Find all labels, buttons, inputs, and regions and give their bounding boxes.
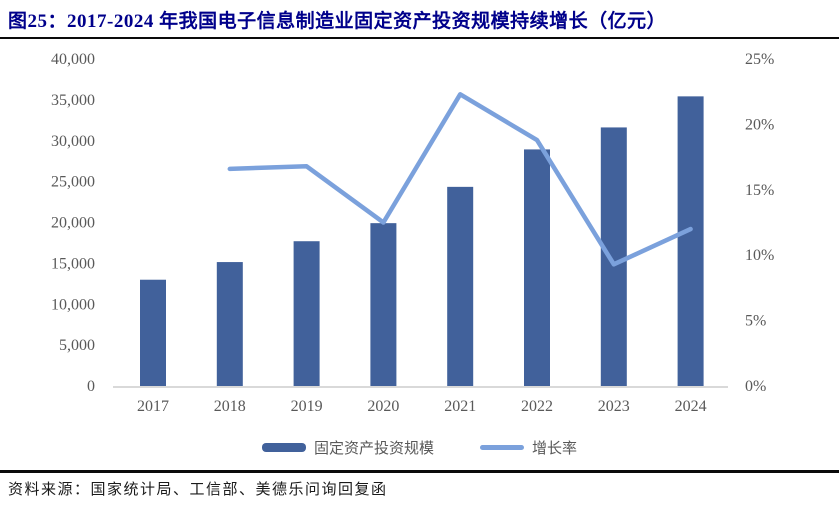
left-axis-tick-label: 35,000 <box>51 92 95 109</box>
legend-item-investment: 固定资产投资规模 <box>261 437 434 458</box>
bar-2022 <box>524 149 550 386</box>
x-axis-label-2023: 2023 <box>598 398 630 415</box>
right-axis-tick-label: 25% <box>745 51 774 68</box>
legend-item-growth: 增长率 <box>480 437 577 458</box>
left-axis-tick-label: 0 <box>87 378 95 395</box>
figure-title: 图25：2017-2024 年我国电子信息制造业固定资产投资规模持续增长（亿元） <box>8 11 667 32</box>
legend-label-investment: 固定资产投资规模 <box>313 440 434 457</box>
right-axis-tick-label: 10% <box>745 247 774 264</box>
x-axis-label-2020: 2020 <box>367 398 399 415</box>
left-axis-tick-label: 15,000 <box>51 255 95 272</box>
x-axis-label-2019: 2019 <box>291 398 323 415</box>
bar-2021 <box>447 186 474 386</box>
x-axis-label-2017: 2017 <box>137 398 169 415</box>
bar-2023 <box>600 127 627 387</box>
footer-divider <box>0 470 839 473</box>
chart-legend: 固定资产投资规模 增长率 <box>0 436 839 458</box>
x-axis-label-2024: 2024 <box>675 398 707 415</box>
left-axis-tick-label: 40,000 <box>51 51 95 68</box>
right-axis-tick-label: 15% <box>745 182 774 199</box>
line-series-swatch <box>480 444 524 450</box>
right-axis-tick-label: 20% <box>745 116 774 133</box>
title-divider <box>0 37 839 39</box>
left-axis-tick-label: 10,000 <box>51 296 95 313</box>
x-axis-label-2021: 2021 <box>444 398 476 415</box>
bar-2017 <box>140 279 166 386</box>
bar-2020 <box>370 223 397 386</box>
left-axis-tick-label: 25,000 <box>51 174 95 191</box>
bar-2018 <box>216 262 243 386</box>
bar-2024 <box>677 96 704 387</box>
right-axis-tick-label: 5% <box>745 313 766 330</box>
x-axis-label-2022: 2022 <box>521 398 553 415</box>
right-axis-tick-label: 0% <box>745 378 766 395</box>
data-source-note: 资料来源：国家统计局、工信部、美德乐问询回复函 <box>8 482 388 498</box>
left-axis-tick-label: 20,000 <box>51 215 95 232</box>
legend-label-growth: 增长率 <box>532 440 578 457</box>
bar-2019 <box>293 241 320 386</box>
bar-series-swatch <box>261 442 306 452</box>
left-axis-tick-label: 5,000 <box>59 337 95 354</box>
x-axis-label-2018: 2018 <box>214 398 246 415</box>
growth-rate-line <box>227 92 693 267</box>
left-axis-tick-label: 30,000 <box>51 133 95 150</box>
combo-chart: 0 5,000 10,000 15,000 20,000 25,000 30,000 35,0… <box>51 51 774 415</box>
